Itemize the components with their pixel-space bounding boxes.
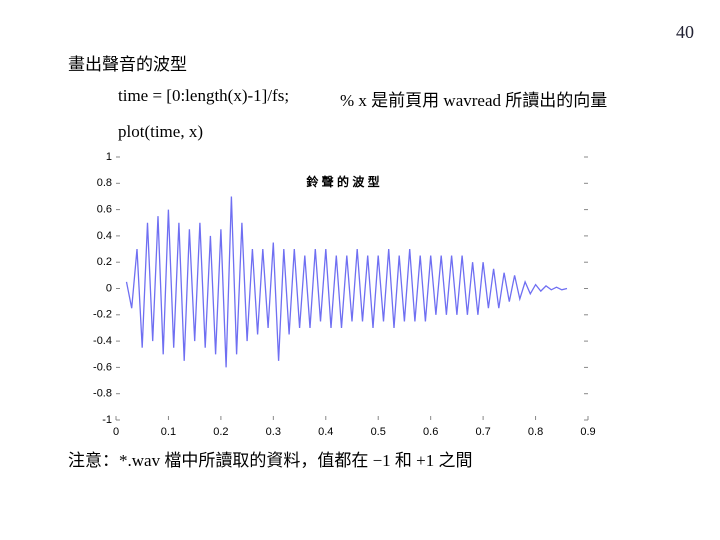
code-line: plot(time, x) bbox=[118, 122, 203, 141]
code-comment: % x 是前頁用 wavread 所讀出的向量 bbox=[340, 91, 608, 110]
x-tick-label: 0.4 bbox=[318, 426, 333, 438]
code-line: time = [0:length(x)-1]/fs; bbox=[118, 86, 290, 105]
x-tick-label: 0.9 bbox=[580, 426, 595, 438]
y-tick-label: -0.2 bbox=[93, 309, 112, 321]
y-tick-label: 0.6 bbox=[97, 204, 112, 216]
y-tick-label: 0.2 bbox=[97, 256, 112, 268]
y-tick-label: -0.8 bbox=[93, 388, 112, 400]
y-tick-label: 0.8 bbox=[97, 177, 112, 189]
y-tick-label: -0.6 bbox=[93, 361, 112, 373]
chart-title: 鈴 聲 的 波 型 bbox=[306, 174, 379, 189]
x-tick-label: 0.8 bbox=[528, 426, 543, 438]
note: 注意：*.wav 檔中所讀取的資料，值都在 −1 和 +1 之間 bbox=[68, 451, 473, 470]
y-tick-label: 0 bbox=[106, 282, 112, 294]
y-tick-label: -0.4 bbox=[93, 335, 112, 347]
x-tick-label: 0.3 bbox=[266, 426, 281, 438]
x-tick-label: 0.2 bbox=[213, 426, 228, 438]
y-tick-label: 0.4 bbox=[97, 230, 112, 242]
page-number: 40 bbox=[676, 22, 694, 42]
y-tick-label: 1 bbox=[106, 151, 112, 163]
heading: 畫出聲音的波型 bbox=[68, 55, 187, 74]
x-tick-label: 0.1 bbox=[161, 426, 176, 438]
x-tick-label: 0.6 bbox=[423, 426, 438, 438]
y-tick-label: -1 bbox=[102, 414, 112, 426]
x-tick-label: 0.5 bbox=[371, 426, 386, 438]
x-tick-label: 0.7 bbox=[475, 426, 490, 438]
x-tick-label: 0 bbox=[113, 426, 119, 438]
waveform bbox=[125, 196, 568, 368]
